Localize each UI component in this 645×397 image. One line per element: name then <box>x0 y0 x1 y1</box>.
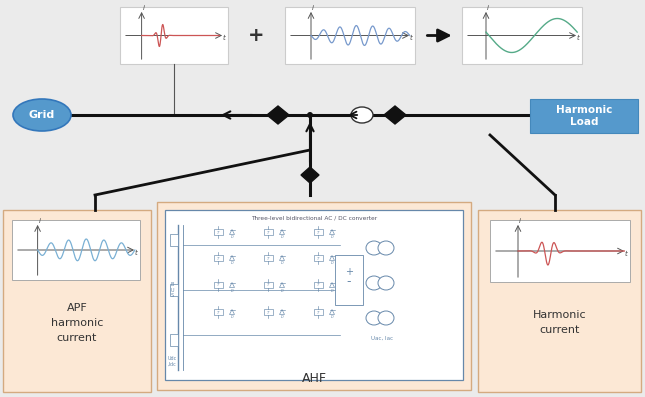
Polygon shape <box>279 310 284 314</box>
Text: t: t <box>410 35 413 42</box>
Bar <box>285 7 415 64</box>
Polygon shape <box>330 283 335 287</box>
Text: $D$: $D$ <box>330 314 334 320</box>
Ellipse shape <box>366 311 382 325</box>
Text: APF
harmonic
current: APF harmonic current <box>51 303 103 343</box>
Polygon shape <box>330 310 335 314</box>
Text: $T$: $T$ <box>315 254 321 262</box>
Text: i: i <box>519 218 521 224</box>
Text: Udc
,Idc: Udc ,Idc <box>168 356 177 367</box>
Polygon shape <box>330 229 335 235</box>
Polygon shape <box>279 256 284 260</box>
Bar <box>213 282 223 288</box>
Text: $D$: $D$ <box>280 287 284 293</box>
Text: Harmonic
current: Harmonic current <box>533 310 586 335</box>
Polygon shape <box>384 106 406 124</box>
Text: $T$: $T$ <box>266 308 270 316</box>
Bar <box>165 210 463 380</box>
Text: t: t <box>577 35 580 42</box>
Text: Grid: Grid <box>29 110 55 120</box>
Text: $T$: $T$ <box>315 229 321 235</box>
Bar <box>313 309 322 315</box>
Text: $D$: $D$ <box>230 260 234 266</box>
Text: $D$: $D$ <box>330 260 334 266</box>
Text: B
U
S: B U S <box>170 282 174 298</box>
Text: i: i <box>487 5 489 11</box>
Polygon shape <box>301 167 319 183</box>
Text: i: i <box>143 5 144 11</box>
Bar <box>3 210 151 392</box>
Text: $D$: $D$ <box>280 260 284 266</box>
Bar <box>213 309 223 315</box>
Bar <box>213 255 223 261</box>
Text: Uac, Iac: Uac, Iac <box>371 336 393 341</box>
Text: i: i <box>39 218 41 224</box>
Bar <box>264 282 272 288</box>
Ellipse shape <box>307 112 313 118</box>
Bar <box>478 210 641 392</box>
Bar <box>530 99 638 133</box>
Ellipse shape <box>378 276 394 290</box>
Bar <box>264 309 272 315</box>
Ellipse shape <box>351 107 373 123</box>
Text: $T$: $T$ <box>266 254 270 262</box>
Text: -: - <box>347 275 352 288</box>
Text: $T$: $T$ <box>215 308 221 316</box>
Bar <box>313 282 322 288</box>
Text: Harmonic
Load: Harmonic Load <box>556 105 612 127</box>
Bar <box>313 229 322 235</box>
Ellipse shape <box>366 276 382 290</box>
Bar <box>157 202 471 390</box>
Bar <box>12 220 140 280</box>
Text: $D$: $D$ <box>280 314 284 320</box>
Bar <box>120 7 228 64</box>
Polygon shape <box>230 229 235 235</box>
Ellipse shape <box>13 99 71 131</box>
Text: $D$: $D$ <box>230 233 234 241</box>
Text: $T$: $T$ <box>215 281 221 289</box>
Text: $D$: $D$ <box>230 287 234 293</box>
Polygon shape <box>267 106 289 124</box>
Text: $D$: $D$ <box>330 287 334 293</box>
Text: $T$: $T$ <box>215 254 221 262</box>
Text: +: + <box>248 26 264 45</box>
Text: t: t <box>135 250 138 256</box>
Bar <box>313 255 322 261</box>
Bar <box>264 229 272 235</box>
Text: t: t <box>625 251 628 257</box>
Ellipse shape <box>366 241 382 255</box>
Text: i: i <box>312 5 314 11</box>
Polygon shape <box>330 256 335 260</box>
Text: AHF: AHF <box>301 372 326 385</box>
Polygon shape <box>279 283 284 287</box>
Text: t: t <box>223 35 226 42</box>
Text: $T$: $T$ <box>215 229 221 235</box>
Bar <box>264 255 272 261</box>
Text: $T$: $T$ <box>266 229 270 235</box>
Polygon shape <box>230 256 235 260</box>
Text: $T$: $T$ <box>266 281 270 289</box>
Bar <box>170 284 178 296</box>
Bar <box>335 255 363 305</box>
Text: $T$: $T$ <box>315 308 321 316</box>
Text: $D$: $D$ <box>330 233 334 241</box>
Ellipse shape <box>378 241 394 255</box>
Polygon shape <box>230 310 235 314</box>
Bar <box>490 220 630 282</box>
Text: $D$: $D$ <box>280 233 284 241</box>
Text: $T$: $T$ <box>315 281 321 289</box>
Bar <box>462 7 582 64</box>
Bar <box>170 234 178 246</box>
Bar <box>213 229 223 235</box>
Ellipse shape <box>378 311 394 325</box>
Text: $D$: $D$ <box>230 314 234 320</box>
Bar <box>170 334 178 346</box>
Polygon shape <box>279 229 284 235</box>
Text: Three-level bidirectional AC / DC converter: Three-level bidirectional AC / DC conver… <box>251 215 377 220</box>
Text: +: + <box>345 267 353 277</box>
Polygon shape <box>230 283 235 287</box>
